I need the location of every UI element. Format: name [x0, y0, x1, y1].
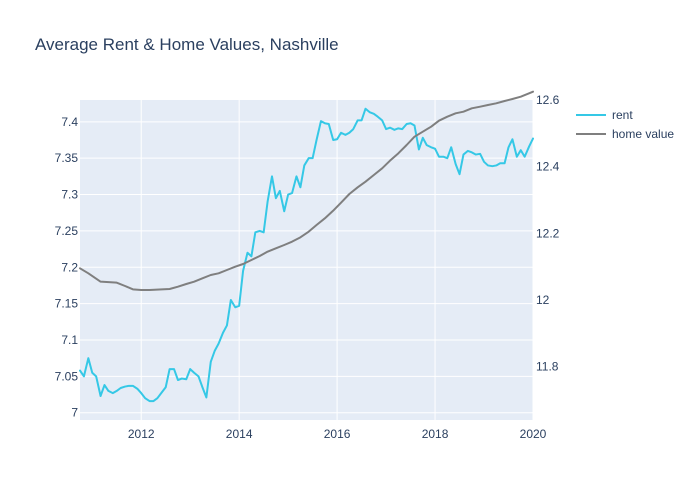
x-tick-label: 2016 [324, 427, 351, 441]
y2-tick-label: 11.8 [536, 360, 559, 374]
series-line-rent [79, 107, 534, 403]
x-tick-label: 2012 [128, 427, 155, 441]
legend-item-rent[interactable]: rent [576, 108, 633, 122]
y2-tick-label: 12.6 [536, 93, 560, 107]
legend[interactable]: rent home value [576, 108, 674, 141]
x-tick-label: 2020 [520, 427, 547, 441]
y-tick-label: 7.2 [61, 260, 78, 274]
grid [80, 100, 534, 420]
x-tick-label: 2018 [422, 427, 449, 441]
y-tick-label: 7.35 [55, 151, 79, 165]
legend-item-home-value[interactable]: home value [576, 127, 674, 141]
y2-tick-label: 12.4 [536, 160, 560, 174]
series-line-home-value [79, 90, 534, 291]
y-tick-label: 7 [71, 406, 78, 420]
y-tick-label: 7.3 [61, 188, 78, 202]
y2-tick-label: 12 [536, 293, 550, 307]
y-tick-label: 7.4 [61, 115, 78, 129]
y2-tick-label: 12.2 [536, 226, 560, 240]
x-tick-label: 2014 [226, 427, 253, 441]
y-tick-label: 7.05 [55, 369, 79, 383]
plot-area [80, 100, 533, 420]
series-layer [79, 90, 534, 403]
y-tick-label: 7.1 [61, 333, 78, 347]
y-tick-label: 7.15 [55, 297, 79, 311]
axes: 2012 2014 2016 2018 2020 7 7.05 7.1 7.15 7.2 7.25 7… [55, 93, 560, 441]
chart-title: Average Rent & Home Values, Nashville [35, 35, 339, 54]
y-tick-label: 7.25 [55, 224, 79, 238]
legend-label: home value [612, 127, 674, 141]
legend-label: rent [612, 108, 633, 122]
